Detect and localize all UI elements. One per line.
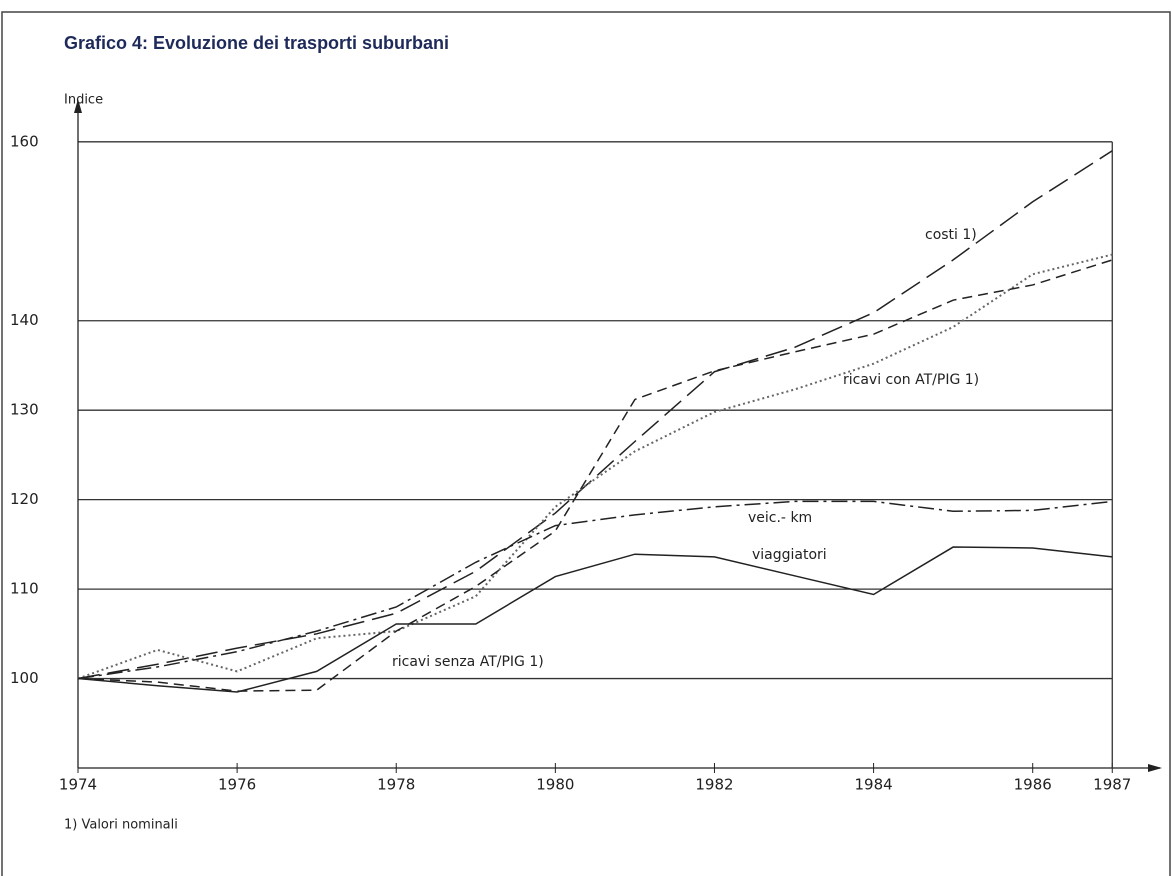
footnote: 1) Valori nominali — [64, 818, 178, 833]
series-label: ricavi con AT/PIG 1) — [843, 372, 979, 388]
y-tick-label: 110 — [10, 580, 39, 598]
x-tick-label: 1980 — [536, 776, 574, 794]
chart-title: Grafico 4: Evoluzione dei trasporti subu… — [64, 33, 449, 53]
x-tick-label: 1987 — [1093, 776, 1131, 794]
y-tick-label: 120 — [10, 490, 39, 508]
x-tick-label: 1974 — [59, 776, 97, 794]
x-tick-label: 1986 — [1014, 776, 1052, 794]
x-axis-arrow — [1148, 764, 1162, 772]
y-tick-label: 140 — [10, 311, 39, 329]
x-tick-label: 1984 — [854, 776, 892, 794]
x-tick-label: 1978 — [377, 776, 415, 794]
series-label: veic.- km — [748, 510, 812, 526]
y-tick-label: 100 — [10, 669, 39, 687]
series-line — [77, 253, 1113, 680]
y-axis-label: Indice — [64, 93, 103, 108]
y-tick-label: 130 — [10, 401, 39, 419]
series-label: viaggiatori — [752, 547, 827, 563]
series-label: ricavi senza AT/PIG 1) — [392, 654, 544, 670]
series-label: costi 1) — [925, 227, 977, 243]
series-line — [77, 150, 1113, 680]
frame — [1, 11, 1171, 876]
y-tick-label: 160 — [10, 132, 39, 150]
series-line — [77, 500, 1113, 680]
series-line — [77, 259, 1113, 692]
y-axis-arrow — [74, 99, 82, 113]
series-line — [77, 546, 1113, 693]
x-tick-label: 1976 — [218, 776, 256, 794]
x-tick-label: 1982 — [695, 776, 733, 794]
